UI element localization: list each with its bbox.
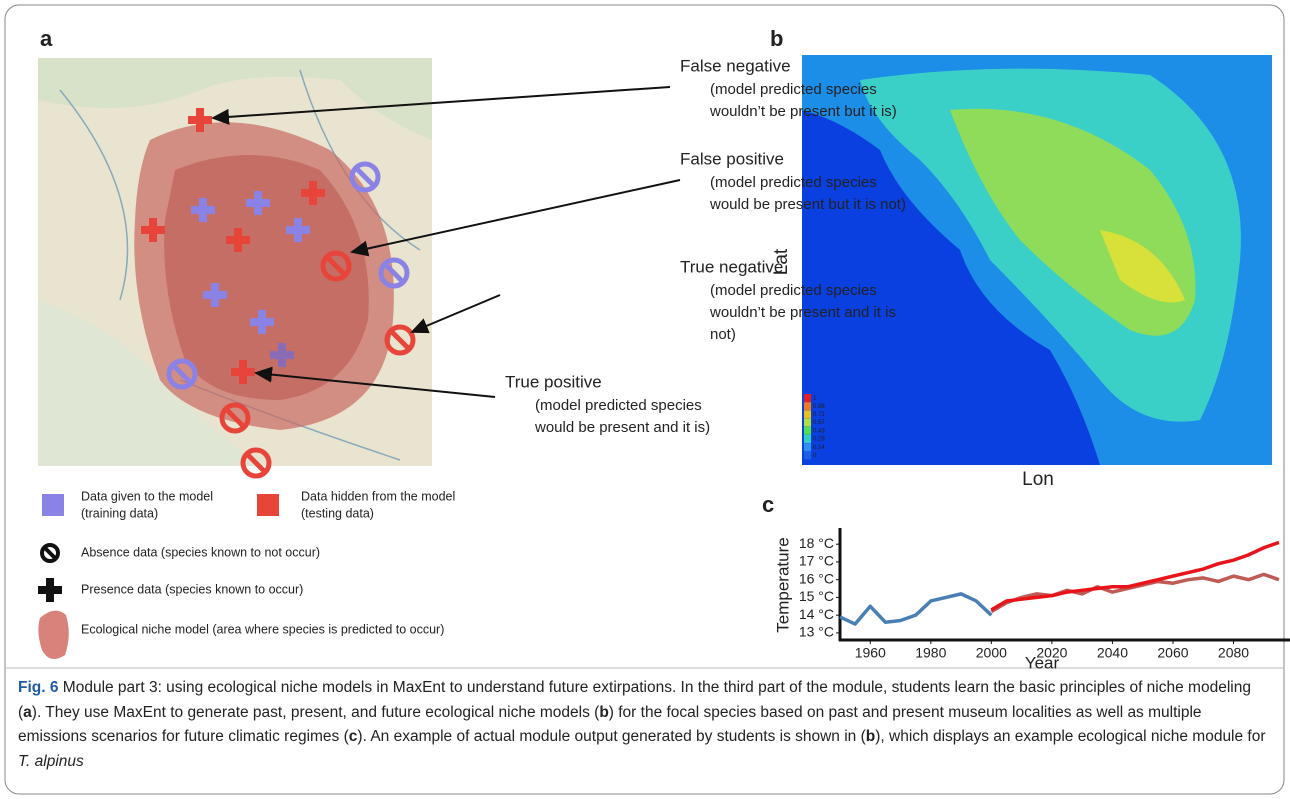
- annotation-text: wouldn’t be present and it is: [709, 304, 896, 321]
- line-series: [991, 574, 1279, 611]
- legend-text: (training data): [81, 506, 158, 520]
- axis-label: Lon: [1022, 469, 1054, 490]
- annotation-title: False negative: [680, 56, 791, 75]
- y-tick-label: 18 °C: [799, 535, 834, 551]
- x-tick-label: 2040: [1097, 645, 1128, 661]
- axis-label: Temperature: [773, 537, 792, 632]
- scale-label: 0.43: [813, 428, 825, 434]
- legend-text: Data given to the model: [81, 489, 213, 503]
- caption-text: a: [23, 704, 32, 721]
- figure: 10.860.710.570.430.290.140 abcFalse nega…: [0, 0, 1290, 799]
- scale-swatch: [804, 410, 811, 418]
- x-tick-label: 2000: [976, 645, 1007, 661]
- annotation-text: (model predicted species: [710, 81, 877, 98]
- annotation-text: would be present but it is not): [709, 196, 906, 213]
- scale-swatch: [804, 394, 811, 402]
- line-series: [840, 594, 991, 624]
- caption-text: ). An example of actual module output ge…: [357, 728, 865, 745]
- scale-label: 0.86: [813, 404, 825, 410]
- y-tick-label: 16 °C: [799, 570, 834, 586]
- x-tick-label: 1960: [855, 645, 886, 661]
- caption-text: b: [599, 704, 608, 721]
- legend-text: Ecological niche model (area where speci…: [81, 622, 444, 636]
- legend-text: (testing data): [301, 506, 374, 520]
- caption-text: b: [866, 728, 875, 745]
- legend-symbol: [38, 578, 62, 602]
- annotation-title: True negative: [680, 257, 783, 276]
- annotation-text: (model predicted species: [535, 397, 702, 414]
- caption: Fig. 6 Module part 3: using ecological n…: [18, 676, 1273, 774]
- y-tick-label: 17 °C: [799, 553, 834, 569]
- legend-swatch: [257, 494, 279, 516]
- x-tick-label: 1980: [915, 645, 946, 661]
- scale-label: 0.71: [813, 412, 825, 418]
- annotation-text: (model predicted species: [710, 282, 877, 299]
- annotation-text: would be present and it is): [534, 419, 710, 436]
- axis-label: Lat: [771, 248, 792, 275]
- annotation-title: False positive: [680, 149, 784, 168]
- x-tick-label: 2060: [1157, 645, 1188, 661]
- scale-label: 0.57: [813, 420, 825, 426]
- annotation-text: (model predicted species: [710, 174, 877, 191]
- legend-symbol: [45, 548, 55, 558]
- scale-label: 0.14: [813, 445, 825, 451]
- caption-text: ), which displays an example ecological …: [875, 728, 1265, 745]
- caption-text: Fig. 6: [18, 679, 58, 696]
- scale-swatch: [804, 443, 811, 451]
- y-tick-label: 13 °C: [799, 624, 834, 640]
- annotation-text: not): [710, 326, 736, 343]
- legend-text: Presence data (species known to occur): [81, 582, 303, 596]
- annotation-text: wouldn’t be present but it is): [709, 103, 897, 120]
- y-tick-label: 14 °C: [799, 606, 834, 622]
- panel-letter: c: [762, 492, 774, 517]
- annotation-title: True positive: [505, 372, 602, 391]
- legend-text: Data hidden from the model: [301, 489, 455, 503]
- scale-swatch: [804, 402, 811, 410]
- scale-swatch: [804, 435, 811, 443]
- scale-swatch: [804, 427, 811, 435]
- caption-text: ). They use MaxEnt to generate past, pre…: [32, 704, 600, 721]
- legend-text: Absence data (species known to not occur…: [81, 545, 320, 559]
- axis-label: Year: [1025, 653, 1060, 672]
- scale-label: 0.29: [813, 437, 825, 443]
- legend-symbol: [38, 611, 68, 659]
- caption-text: T. alpinus: [18, 753, 84, 770]
- panel-letter: a: [40, 26, 53, 51]
- y-tick-label: 15 °C: [799, 588, 834, 604]
- x-tick-label: 2080: [1218, 645, 1249, 661]
- panel-letter: b: [770, 26, 783, 51]
- scale-swatch: [804, 419, 811, 427]
- legend-swatch: [42, 494, 64, 516]
- scale-swatch: [804, 451, 811, 459]
